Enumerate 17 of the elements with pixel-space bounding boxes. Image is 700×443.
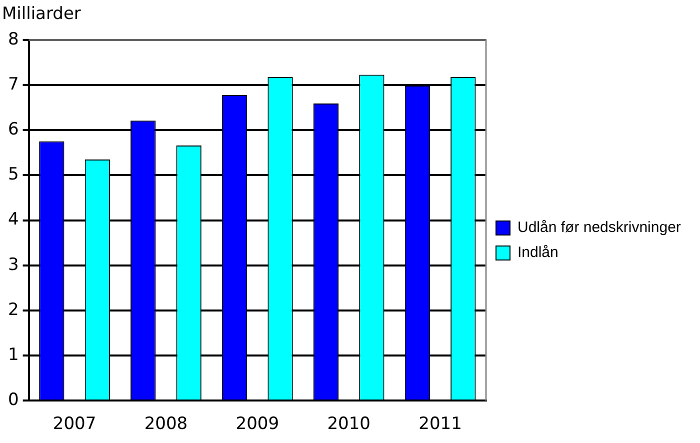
y-tick-label: 4 (8, 210, 19, 230)
y-axis-title: Milliarder (2, 4, 81, 24)
legend-label: Indlån (518, 244, 558, 262)
y-tick-label: 8 (8, 29, 19, 50)
y-tick-label: 0 (8, 390, 19, 410)
x-tick-label: 2009 (236, 414, 280, 434)
y-tick-label: 6 (8, 120, 19, 140)
x-tick-label: 2007 (52, 414, 96, 434)
legend-label: Udlån før nedskrivninger (518, 219, 681, 236)
y-tick-label: 3 (8, 254, 19, 275)
y-tick-label: 2 (8, 300, 19, 320)
x-tick-label: 2008 (144, 414, 188, 434)
y-tick-label: 1 (8, 344, 19, 365)
y-tick-label: 5 (8, 164, 19, 185)
x-tick-label: 2010 (327, 414, 370, 434)
y-tick-label: 7 (8, 74, 19, 94)
x-tick-label: 2011 (418, 414, 462, 434)
